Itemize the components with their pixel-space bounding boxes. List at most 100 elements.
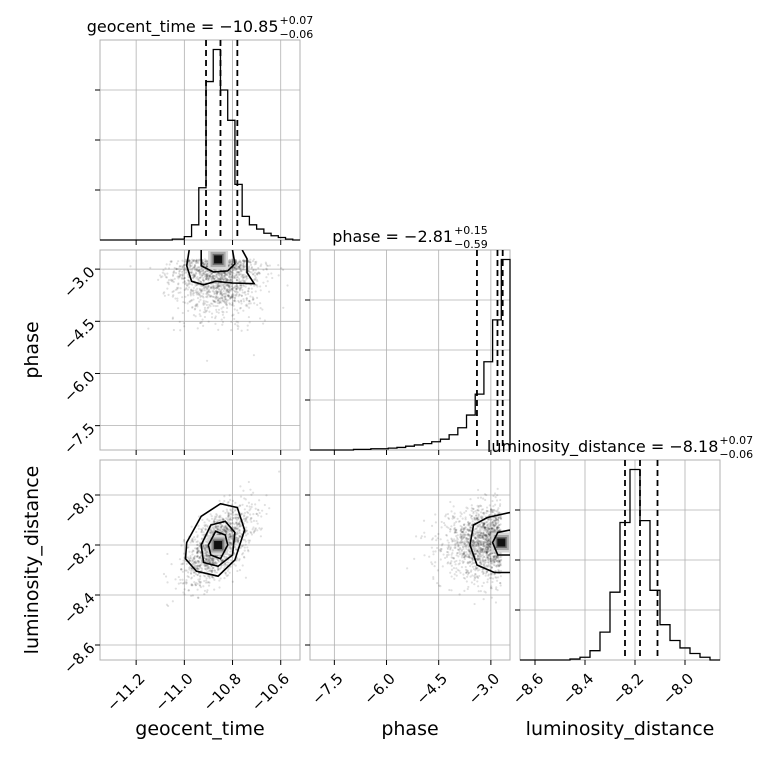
scatter-point <box>470 509 473 512</box>
scatter-point <box>193 554 197 558</box>
scatter-point <box>481 524 485 528</box>
scatter-point <box>467 520 470 524</box>
scatter-point <box>175 262 179 265</box>
scatter-point <box>240 270 243 273</box>
scatter-point <box>479 542 482 545</box>
scatter-point <box>477 531 480 534</box>
scatter-point <box>484 526 487 529</box>
scatter-point <box>213 578 216 581</box>
y-axis-label-phase: phase <box>21 321 43 378</box>
scatter-point <box>486 546 489 549</box>
scatter-point <box>471 539 475 542</box>
scatter-point <box>220 297 224 300</box>
scatter-point <box>476 517 479 521</box>
scatter-point <box>490 509 493 512</box>
scatter-point <box>466 528 469 531</box>
scatter-point <box>468 556 472 559</box>
scatter-point <box>235 288 238 291</box>
scatter-point <box>226 510 229 513</box>
scatter-point <box>482 532 485 535</box>
scatter-point <box>234 501 237 504</box>
scatter-point <box>229 277 232 281</box>
scatter-point <box>189 271 192 274</box>
scatter-point <box>431 537 435 540</box>
scatter-point <box>488 535 491 538</box>
x-axis-label-phase: phase <box>381 718 438 740</box>
scatter-point <box>253 302 256 305</box>
scatter-point <box>196 554 199 558</box>
scatter-point <box>190 576 194 579</box>
scatter-point <box>496 508 499 512</box>
scatter-point <box>237 538 240 541</box>
scatter-point <box>241 553 244 556</box>
scatter-point <box>218 278 221 281</box>
scatter-point <box>241 503 244 506</box>
scatter-point <box>222 563 225 567</box>
scatter-point <box>238 289 242 292</box>
scatter-point <box>198 268 201 272</box>
scatter-point <box>484 541 487 544</box>
scatter-point <box>475 540 479 543</box>
scatter-point <box>230 287 234 291</box>
scatter-point <box>239 485 242 488</box>
scatter-point <box>206 300 209 304</box>
scatter-point <box>483 590 486 593</box>
scatter-point <box>249 513 252 516</box>
scatter-point <box>492 523 495 527</box>
scatter-point <box>473 547 476 551</box>
scatter-point <box>207 272 210 275</box>
scatter-point <box>480 515 483 518</box>
scatter-point <box>211 295 215 298</box>
scatter-point <box>497 526 500 529</box>
scatter-point <box>229 516 232 519</box>
scatter-point <box>225 527 228 530</box>
scatter-point <box>484 528 487 531</box>
scatter-point <box>480 563 483 566</box>
scatter-point <box>226 279 229 282</box>
scatter-point <box>245 298 248 302</box>
scatter-point <box>206 307 209 310</box>
scatter-point <box>227 512 231 515</box>
scatter-point <box>204 528 207 531</box>
scatter-point <box>205 265 208 268</box>
scatter-point <box>481 521 484 524</box>
scatter-point <box>172 273 175 276</box>
scatter-point <box>242 544 245 547</box>
scatter-point <box>499 569 503 573</box>
scatter-point <box>487 549 490 552</box>
scatter-point <box>438 549 441 552</box>
scatter-point <box>462 552 465 555</box>
scatter-point <box>473 516 476 519</box>
scatter-point <box>224 571 227 574</box>
scatter-point <box>241 278 244 281</box>
scatter-point <box>238 272 241 275</box>
scatter-point <box>231 271 234 274</box>
scatter-point <box>194 561 198 564</box>
scatter-point <box>480 548 483 552</box>
scatter-point <box>207 285 210 288</box>
scatter-point <box>224 530 227 533</box>
scatter-point <box>240 300 243 303</box>
scatter-point <box>197 261 200 265</box>
scatter-point <box>434 550 437 553</box>
scatter-point <box>242 262 245 265</box>
scatter-point <box>483 555 486 558</box>
scatter-point <box>213 277 216 281</box>
scatter-point <box>205 557 208 561</box>
scatter-point <box>171 278 174 281</box>
scatter-point <box>196 534 199 537</box>
scatter-point <box>210 287 213 290</box>
scatter-point <box>228 295 231 299</box>
scatter-point <box>232 299 235 302</box>
gridlines <box>520 460 720 660</box>
scatter-point <box>461 553 465 556</box>
scatter-point <box>250 266 253 269</box>
scatter-point <box>458 551 461 554</box>
scatter-point <box>447 544 450 547</box>
scatter-point <box>204 528 208 531</box>
scatter-point <box>227 271 230 274</box>
scatter-panel-geocent_time-vs-phase <box>95 249 301 455</box>
scatter-point <box>225 279 228 282</box>
scatter-point <box>487 559 491 562</box>
scatter-point <box>465 506 468 509</box>
